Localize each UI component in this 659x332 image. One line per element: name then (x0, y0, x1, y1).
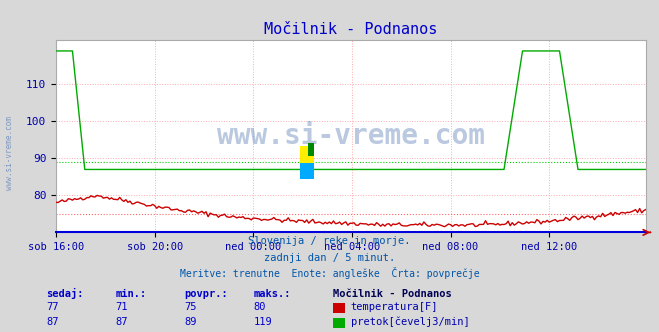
Text: 119: 119 (254, 317, 272, 327)
Text: 80: 80 (254, 302, 266, 312)
Text: Močilnik - Podnanos: Močilnik - Podnanos (333, 289, 451, 299)
Text: sedaj:: sedaj: (46, 288, 84, 299)
Text: Slovenija / reke in morje.: Slovenija / reke in morje. (248, 236, 411, 246)
Text: 71: 71 (115, 302, 128, 312)
Text: www.si-vreme.com: www.si-vreme.com (217, 122, 485, 150)
Text: Meritve: trenutne  Enote: angleške  Črta: povprečje: Meritve: trenutne Enote: angleške Črta: … (180, 267, 479, 279)
Text: povpr.:: povpr.: (185, 289, 228, 299)
Text: 87: 87 (46, 317, 59, 327)
Text: 89: 89 (185, 317, 197, 327)
Title: Močilnik - Podnanos: Močilnik - Podnanos (264, 22, 438, 37)
Text: 87: 87 (115, 317, 128, 327)
Text: zadnji dan / 5 minut.: zadnji dan / 5 minut. (264, 253, 395, 263)
Text: 77: 77 (46, 302, 59, 312)
Text: min.:: min.: (115, 289, 146, 299)
Text: maks.:: maks.: (254, 289, 291, 299)
Text: temperatura[F]: temperatura[F] (351, 302, 438, 312)
Text: pretok[čevelj3/min]: pretok[čevelj3/min] (351, 317, 469, 327)
Text: www.si-vreme.com: www.si-vreme.com (5, 116, 14, 190)
Text: 75: 75 (185, 302, 197, 312)
